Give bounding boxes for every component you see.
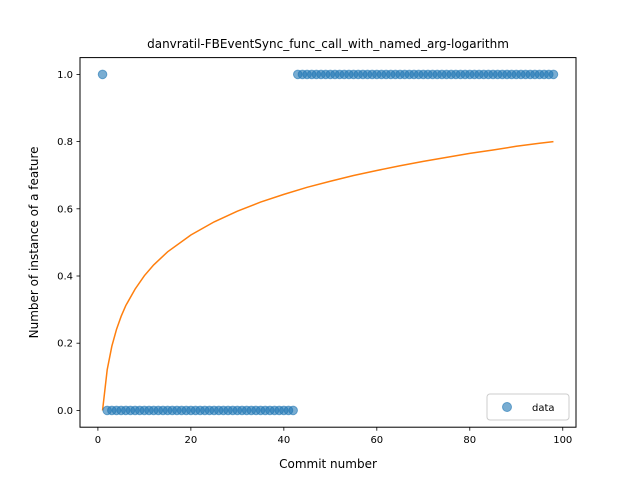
y-tick-label: 0.0	[57, 406, 73, 417]
legend: data	[486, 393, 570, 421]
y-tick-label: 0.8	[57, 137, 73, 148]
scatter-points	[97, 69, 559, 416]
y-axis-ticks: 0.0 0.2 0.4 0.6 0.8 1.0	[57, 70, 80, 417]
axes-frame	[79, 57, 577, 428]
x-axis-ticks: 0 20 40 60 80 100	[95, 427, 572, 446]
data-point	[548, 69, 559, 80]
x-tick-label: 60	[370, 435, 383, 446]
x-tick-label: 80	[463, 435, 476, 446]
plot-area	[97, 69, 559, 416]
x-tick-label: 20	[185, 435, 198, 446]
chart-title: danvratil-FBEventSync_func_call_with_nam…	[147, 37, 509, 51]
fit-line	[101, 140, 554, 411]
fit-line-path	[101, 140, 554, 411]
legend-box	[486, 393, 570, 421]
x-tick-label: 0	[95, 435, 101, 446]
x-tick-label: 100	[553, 435, 572, 446]
data-point	[97, 69, 108, 80]
y-tick-label: 0.6	[57, 204, 73, 215]
legend-label: data	[532, 403, 555, 414]
x-tick-label: 40	[277, 435, 290, 446]
legend-marker	[502, 402, 512, 412]
x-axis-label: Commit number	[279, 457, 377, 471]
y-axis-label: Number of instance of a feature	[27, 146, 41, 338]
y-tick-label: 0.2	[57, 339, 73, 350]
y-tick-label: 0.4	[57, 272, 73, 283]
data-point	[288, 405, 298, 416]
y-tick-label: 1.0	[57, 70, 73, 81]
